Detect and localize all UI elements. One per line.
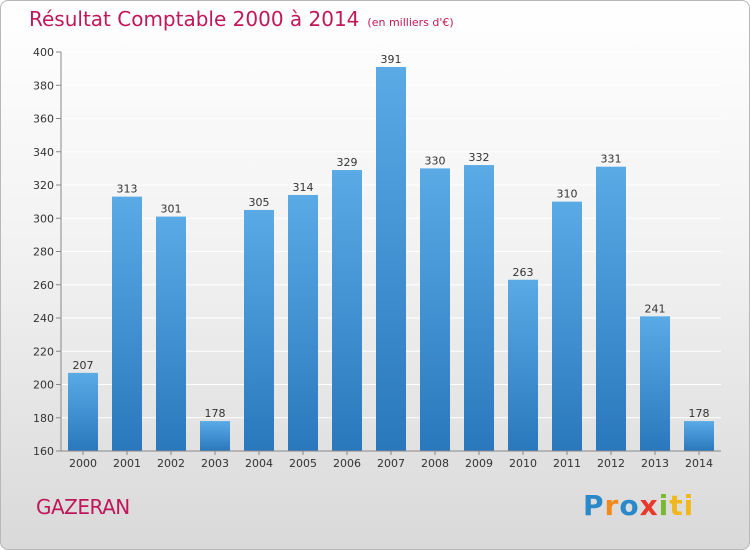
logo-letter: i — [658, 489, 670, 522]
x-tick-label: 2013 — [641, 457, 669, 470]
x-tick-label: 2011 — [553, 457, 581, 470]
x-tick-label: 2001 — [113, 457, 141, 470]
y-tick-label: 300 — [33, 212, 54, 225]
logo-letter: o — [619, 489, 640, 522]
x-tick-label: 2012 — [597, 457, 625, 470]
bar-value-label: 314 — [293, 181, 314, 194]
bar — [244, 209, 274, 451]
bar — [200, 421, 230, 451]
y-tick-label: 340 — [33, 146, 54, 159]
y-tick-label: 400 — [33, 46, 54, 59]
commune-name: GAZERAN — [36, 495, 130, 519]
bar-value-label: 391 — [381, 53, 402, 66]
x-tick-label: 2006 — [333, 457, 361, 470]
bar — [640, 316, 670, 451]
bar-value-label: 241 — [645, 302, 666, 315]
logo-letter: ti — [669, 489, 695, 522]
x-tick-label: 2000 — [69, 457, 97, 470]
y-tick-label: 320 — [33, 179, 54, 192]
chart-unit: (en milliers d'€) — [367, 16, 454, 29]
bar — [156, 216, 186, 451]
x-tick-label: 2005 — [289, 457, 317, 470]
label-layer: 207 313 301 178 305 314 329 391 330 332 263 310 331 2… — [73, 53, 710, 420]
proxiti-logo: Proxiti — [583, 489, 694, 522]
bar — [332, 170, 362, 451]
bar — [464, 165, 494, 452]
logo-letter: P — [583, 489, 605, 522]
y-tick-label: 240 — [33, 312, 54, 325]
x-tick-label: 2008 — [421, 457, 449, 470]
y-tick-label: 260 — [33, 279, 54, 292]
y-tick-label: 160 — [33, 445, 54, 458]
logo-letter: x — [639, 489, 659, 522]
bar-value-label: 178 — [689, 407, 710, 420]
y-tick-label: 380 — [33, 79, 54, 92]
bar-layer — [68, 66, 714, 452]
bar-value-label: 313 — [117, 183, 138, 196]
bar — [684, 421, 714, 451]
bar-value-label: 301 — [161, 203, 182, 216]
bar — [508, 279, 538, 451]
x-tick-label: 2002 — [157, 457, 185, 470]
bar-value-label: 263 — [513, 266, 534, 279]
y-tick-label: 360 — [33, 113, 54, 126]
bar — [112, 196, 142, 451]
y-tick-label: 180 — [33, 412, 54, 425]
x-tick-label: 2004 — [245, 457, 273, 470]
bar-value-label: 178 — [205, 407, 226, 420]
bar-value-label: 310 — [557, 188, 578, 201]
x-tick-label: 2010 — [509, 457, 537, 470]
bar-value-label: 207 — [73, 359, 94, 372]
bar-value-label: 331 — [601, 153, 622, 166]
x-tick-label: 2009 — [465, 457, 493, 470]
x-tick-label: 2007 — [377, 457, 405, 470]
bar — [552, 201, 582, 451]
bar — [288, 194, 318, 451]
chart-title: Résultat Comptable 2000 à 2014 (en millie… — [29, 7, 454, 31]
bar-value-label: 332 — [469, 151, 490, 164]
chart-title-text: Résultat Comptable 2000 à 2014 — [29, 7, 360, 31]
axis-layer: 160 180 200 220 240 260 280 300 320 340 360 380 400 2… — [33, 46, 721, 470]
y-tick-label: 220 — [33, 345, 54, 358]
y-tick-label: 200 — [33, 379, 54, 392]
logo-letter: r — [604, 489, 620, 522]
y-tick-label: 280 — [33, 246, 54, 259]
bar — [420, 168, 450, 451]
bar-value-label: 329 — [337, 156, 358, 169]
bar — [376, 66, 406, 452]
bar — [68, 372, 98, 451]
x-tick-label: 2003 — [201, 457, 229, 470]
bar-value-label: 305 — [249, 196, 270, 209]
bar — [596, 166, 626, 451]
x-tick-label: 2014 — [685, 457, 713, 470]
bar-value-label: 330 — [425, 154, 446, 167]
